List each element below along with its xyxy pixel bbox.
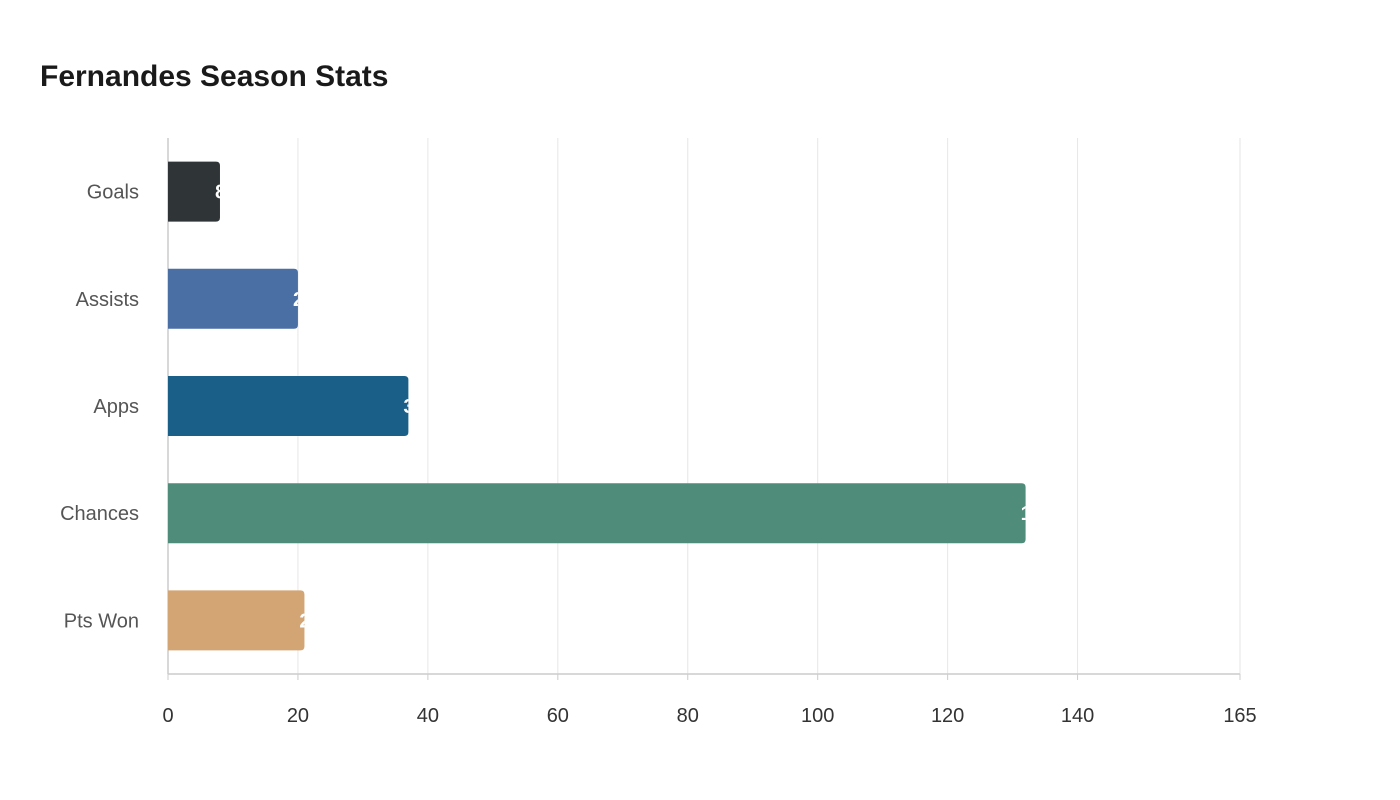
x-tick-label: 165	[1223, 705, 1256, 727]
x-tick-label: 80	[677, 705, 699, 727]
category-label: Goals	[87, 182, 139, 204]
value-label: 37	[403, 396, 425, 418]
value-label: 21	[299, 610, 321, 632]
x-tick-label: 120	[931, 705, 964, 727]
chart-title: Fernandes Season Stats	[40, 60, 389, 93]
category-label: Assists	[76, 289, 139, 311]
category-label: Apps	[93, 396, 139, 418]
grid-lines	[297, 138, 1241, 674]
bar-apps	[168, 376, 409, 436]
value-label: 8	[215, 182, 226, 204]
x-tick-label: 60	[547, 705, 569, 727]
bar-chances	[168, 483, 1026, 544]
bar-pts-won	[168, 590, 305, 651]
category-label: Chances	[60, 503, 139, 525]
x-tick-label: 100	[801, 705, 834, 727]
bar-goals	[168, 161, 220, 222]
category-label: Pts Won	[64, 610, 139, 632]
labels: 0 20 40 60 80 100 120 140 165 Goals 8 Assists 20 Apps…	[60, 182, 1257, 727]
value-label: 20	[293, 289, 315, 311]
x-tick-label: 20	[287, 705, 309, 727]
x-tick-label: 40	[417, 705, 439, 727]
value-label: 132	[1021, 503, 1054, 525]
x-tick-label: 0	[162, 705, 173, 727]
bar-assists	[168, 268, 298, 329]
bars	[168, 161, 1026, 651]
x-tick-label: 140	[1061, 705, 1094, 727]
